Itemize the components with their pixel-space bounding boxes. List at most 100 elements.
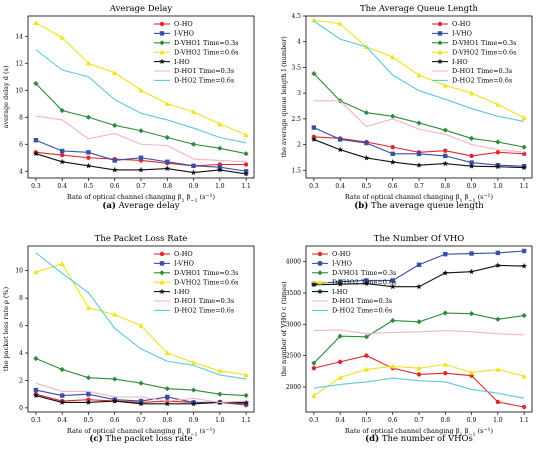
data-point-d-vho2-time-0-6s: [33, 269, 39, 275]
data-point-i-ho: [33, 392, 39, 398]
data-point-o-ho: [443, 148, 448, 153]
data-point-d-vho2-time-0-6s: [363, 366, 370, 372]
legend-label: D-VHO2 Time=0.6s: [174, 278, 239, 286]
data-point-d-vho1-time-0-3s: [468, 311, 475, 317]
data-point-i-ho: [164, 165, 171, 171]
data-point-d-vho2-time-0-6s: [468, 369, 475, 375]
legend-label: D-HO2 Time=0.6s: [174, 307, 234, 315]
data-point-d-vho1-time-0-3s: [495, 139, 501, 145]
chart-panel-2: The Average Queue Length 0.3 0.4 0.5 0.6 0.7 0…: [280, 4, 533, 211]
data-point-i-ho: [337, 281, 344, 287]
data-point-i-ho: [521, 164, 527, 171]
y-tick-label: 3: [297, 90, 301, 97]
x-tick-label: 0.4: [57, 417, 67, 424]
figure-caption: (b) The average queue length: [354, 200, 484, 211]
x-tick-label: 0.9: [467, 183, 477, 190]
x-tick-label: 0.8: [163, 417, 173, 424]
x-axis-label: Rate of optical channel changing β1 β−1 …: [345, 193, 494, 204]
chart-panel-4: The Number Of VHO 0.3 0.4 0.5 0.6 0.7 0.8 0.9 1.…: [280, 234, 533, 444]
data-point-o-ho: [59, 152, 65, 158]
data-point-i-vho: [86, 150, 91, 155]
y-tick-label: 4: [19, 168, 23, 175]
data-point-o-ho: [243, 162, 249, 167]
y-tick-label: 3.5: [291, 64, 301, 71]
series-line-i-vho: [313, 127, 525, 167]
data-point-d-vho2-time-0-6s: [164, 350, 170, 356]
legend-label: D-VHO2 Time=0.6s: [174, 48, 239, 56]
data-point-d-vho2-time-0-6s: [190, 109, 197, 115]
data-point-d-vho1-time-0-3s: [243, 392, 249, 399]
y-tick-label: 2.5: [291, 116, 301, 123]
data-point-d-vho2-time-0-6s: [311, 393, 317, 398]
x-tick-label: 0.6: [110, 183, 120, 190]
chart-title: Average Delay: [109, 4, 173, 14]
legend-label: D-HO2 Time=0.6s: [174, 77, 234, 85]
legend-label: I-VHO: [174, 30, 194, 38]
data-point-i-ho: [311, 136, 317, 142]
x-axis-label: Rate of optical channel changing β1 β−1 …: [345, 427, 494, 438]
legend-marker: [317, 288, 323, 295]
y-tick-label: 4000: [286, 259, 301, 266]
data-point-d-vho2-time-0-6s: [217, 368, 223, 374]
x-tick-label: 1.1: [241, 183, 251, 190]
y-tick-label: 8: [19, 114, 23, 121]
data-point-d-vho1-time-0-3s: [521, 312, 527, 319]
legend-marker: [159, 270, 165, 276]
data-point-d-vho1-time-0-3s: [363, 334, 370, 340]
series-line-d-ho2-time-0-6s: [313, 20, 525, 122]
x-tick-label: 0.7: [136, 183, 146, 190]
data-point-i-ho: [190, 400, 197, 407]
legend-marker: [159, 21, 165, 27]
data-point-i-ho: [494, 163, 501, 170]
data-point-i-ho: [363, 280, 370, 287]
series-line-d-ho1-time-0-3s: [35, 115, 247, 163]
data-point-d-vho2-time-0-6s: [138, 322, 144, 328]
data-point-d-vho2-time-0-6s: [164, 101, 170, 106]
legend-label: I-VHO: [332, 260, 352, 268]
x-tick-label: 0.9: [189, 183, 199, 190]
data-point-i-vho: [243, 401, 249, 406]
chart-title: The Packet Loss Rate: [95, 234, 188, 244]
x-tick-label: 0.5: [84, 417, 94, 424]
data-point-o-ho: [416, 372, 422, 377]
data-point-i-vho: [337, 137, 343, 142]
legend-label: I-VHO: [174, 260, 194, 268]
y-tick-label: 8: [19, 295, 23, 302]
data-point-i-vho: [191, 163, 196, 169]
x-axis-label: Rate of optical channel changing β1 β−1 …: [67, 193, 216, 204]
x-tick-label: 0.6: [388, 183, 398, 190]
data-point-d-vho2-time-0-6s: [59, 35, 65, 40]
y-tick-label: 6: [19, 323, 23, 330]
data-point-d-vho2-time-0-6s: [390, 363, 396, 369]
data-point-d-vho2-time-0-6s: [390, 54, 396, 60]
y-tick-label: 0: [19, 405, 23, 412]
data-point-o-ho: [469, 153, 474, 159]
data-point-d-vho2-time-0-6s: [85, 60, 92, 66]
data-point-i-ho: [468, 268, 475, 275]
data-point-i-ho: [337, 146, 344, 153]
data-point-d-vho1-time-0-3s: [217, 145, 223, 151]
data-point-d-vho1-time-0-3s: [59, 366, 65, 373]
x-tick-label: 0.4: [57, 183, 67, 190]
legend-marker: [159, 49, 165, 55]
series-line-d-vho1-time-0-3s: [35, 83, 247, 155]
data-point-i-vho: [495, 250, 501, 256]
legend-label: D-HO2 Time=0.6s: [452, 77, 512, 85]
data-point-d-vho1-time-0-3s: [164, 134, 170, 141]
y-axis-label: the packet loss rate ρ (%): [2, 286, 10, 371]
data-point-i-vho: [364, 278, 369, 283]
x-tick-label: 0.9: [189, 417, 199, 424]
data-point-i-ho: [416, 162, 422, 168]
legend-marker: [159, 288, 165, 295]
x-tick-label: 1.0: [493, 417, 503, 424]
data-point-i-ho: [243, 399, 249, 405]
data-point-i-vho: [443, 251, 448, 257]
y-tick-label: 2: [19, 377, 23, 384]
data-point-i-ho: [363, 154, 370, 161]
data-point-d-vho2-time-0-6s: [521, 373, 527, 379]
data-point-i-ho: [164, 400, 171, 407]
legend-marker: [159, 58, 165, 65]
data-point-i-ho: [521, 263, 527, 269]
data-point-i-vho: [469, 251, 474, 256]
data-point-i-ho: [416, 283, 422, 290]
